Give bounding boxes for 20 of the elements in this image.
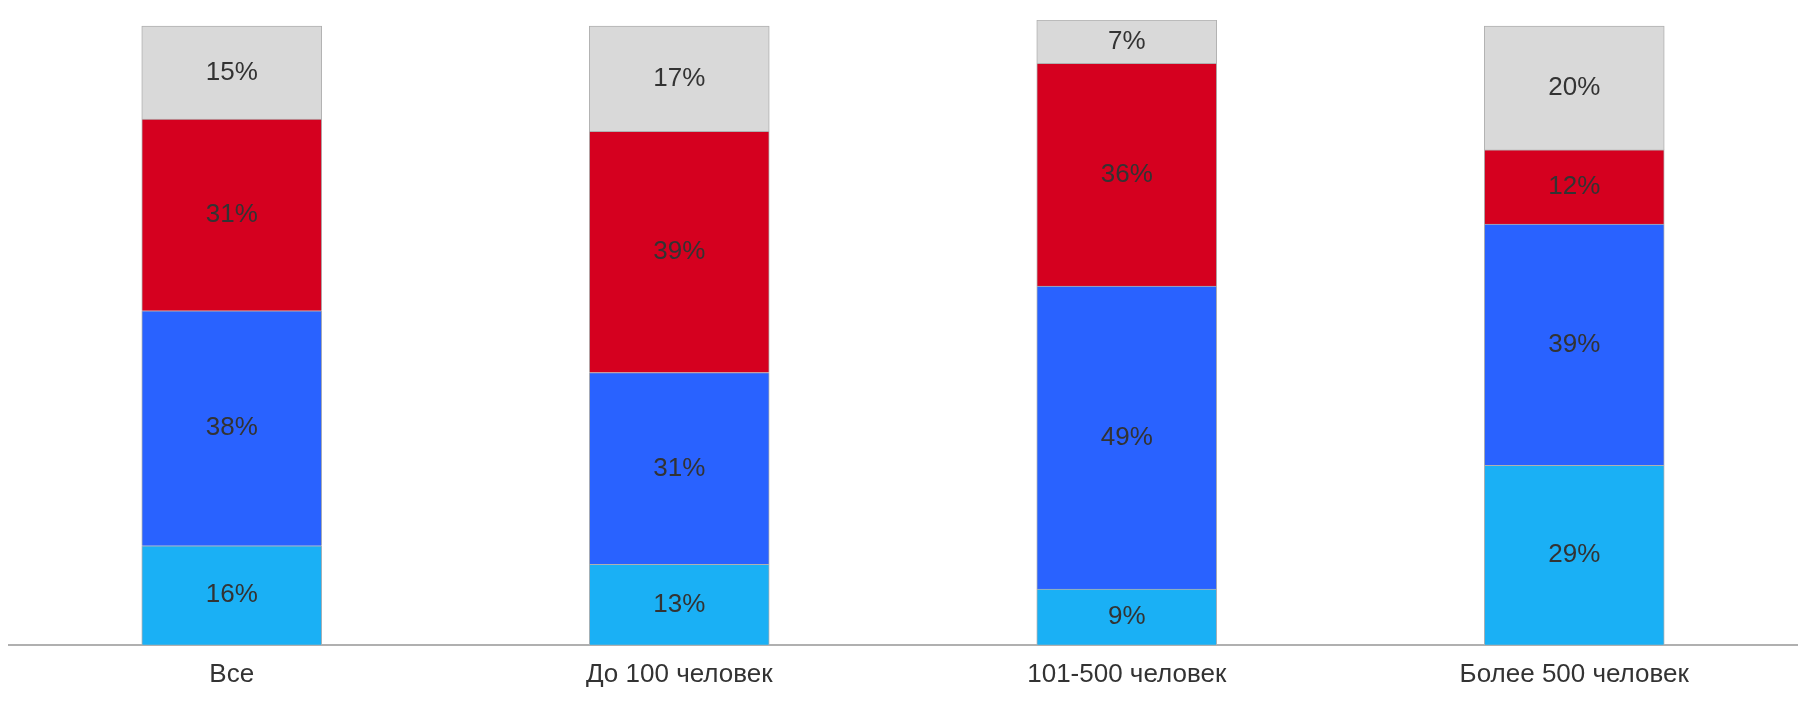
x-tick-label: 101-500 человек bbox=[1027, 657, 1227, 688]
data-label: 12% bbox=[1548, 170, 1601, 201]
data-label: 31% bbox=[653, 451, 706, 482]
data-label: 20% bbox=[1548, 71, 1601, 102]
data-label: 17% bbox=[653, 61, 706, 92]
data-label: 49% bbox=[1100, 420, 1153, 451]
data-label: 29% bbox=[1548, 538, 1601, 569]
data-label: 38% bbox=[205, 411, 258, 442]
data-label: 7% bbox=[1107, 24, 1146, 55]
data-label: 39% bbox=[1548, 327, 1601, 358]
x-tick-label: Все bbox=[209, 657, 255, 688]
data-label: 15% bbox=[205, 55, 258, 86]
data-label: 9% bbox=[1107, 600, 1146, 631]
x-tick-label: До 100 человек bbox=[585, 657, 774, 688]
data-label: 16% bbox=[205, 578, 258, 609]
x-tick-label: Более 500 человек bbox=[1459, 657, 1690, 688]
data-label: 39% bbox=[653, 235, 706, 266]
data-label: 31% bbox=[205, 198, 258, 229]
data-label: 36% bbox=[1100, 157, 1153, 188]
data-label: 13% bbox=[653, 587, 706, 618]
